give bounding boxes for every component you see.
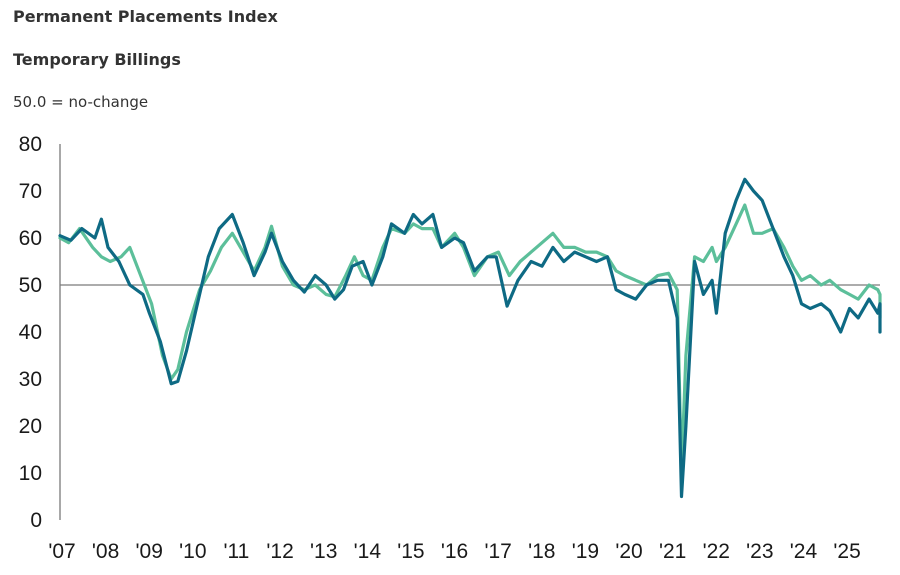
x-tick-label: '14 xyxy=(354,540,382,563)
x-tick-label: '23 xyxy=(746,540,773,563)
y-tick-label: 80 xyxy=(19,133,42,156)
x-tick-label: '15 xyxy=(397,540,424,563)
x-tick-label: '24 xyxy=(790,540,818,563)
x-tick-label: '09 xyxy=(136,540,163,563)
y-tick-label: 30 xyxy=(19,368,42,391)
x-tick-label: '16 xyxy=(441,540,468,563)
y-tick-label: 0 xyxy=(30,509,42,532)
x-axis-tick-labels: '07 '08 '09 '10 '11 '12 '13 '14 '15 '16 '17 '18 '19 '… xyxy=(48,540,860,563)
series-group xyxy=(58,177,882,499)
y-tick-label: 20 xyxy=(19,415,42,438)
legend-permanent-placements: Permanent Placements Index xyxy=(13,7,278,26)
x-tick-label: '08 xyxy=(92,540,119,563)
series-line-temporary-billings xyxy=(58,203,882,475)
y-axis-tick-labels: 0 10 20 30 40 50 60 70 80 xyxy=(19,133,42,532)
y-tick-label: 70 xyxy=(19,180,42,203)
x-tick-label: '12 xyxy=(266,540,293,563)
x-tick-label: '13 xyxy=(310,540,337,563)
x-tick-label: '21 xyxy=(659,540,686,563)
x-tick-label: '18 xyxy=(528,540,555,563)
x-tick-label: '20 xyxy=(615,540,642,563)
y-tick-label: 60 xyxy=(19,227,42,250)
reference-note: 50.0 = no-change xyxy=(13,93,149,111)
y-tick-label: 50 xyxy=(19,274,42,297)
x-tick-label: '10 xyxy=(179,540,206,563)
x-tick-label: '22 xyxy=(703,540,730,563)
y-tick-label: 10 xyxy=(19,462,42,485)
x-tick-label: '11 xyxy=(224,540,250,563)
series-line-permanent-placements xyxy=(58,177,882,499)
x-tick-label: '07 xyxy=(48,540,75,563)
x-tick-label: '19 xyxy=(572,540,599,563)
x-tick-label: '25 xyxy=(833,540,860,563)
legend-temporary-billings: Temporary Billings xyxy=(13,50,181,69)
y-tick-label: 40 xyxy=(19,321,42,344)
x-tick-label: '17 xyxy=(484,540,511,563)
